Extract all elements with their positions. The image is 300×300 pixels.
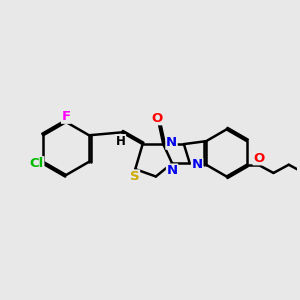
Text: O: O — [253, 152, 264, 165]
Text: H: H — [116, 135, 125, 148]
Text: S: S — [130, 170, 140, 183]
Text: N: N — [191, 158, 203, 171]
Text: O: O — [152, 112, 163, 125]
Text: N: N — [166, 136, 177, 149]
Text: F: F — [61, 110, 70, 123]
Text: Cl: Cl — [29, 157, 44, 170]
Text: N: N — [167, 164, 178, 177]
